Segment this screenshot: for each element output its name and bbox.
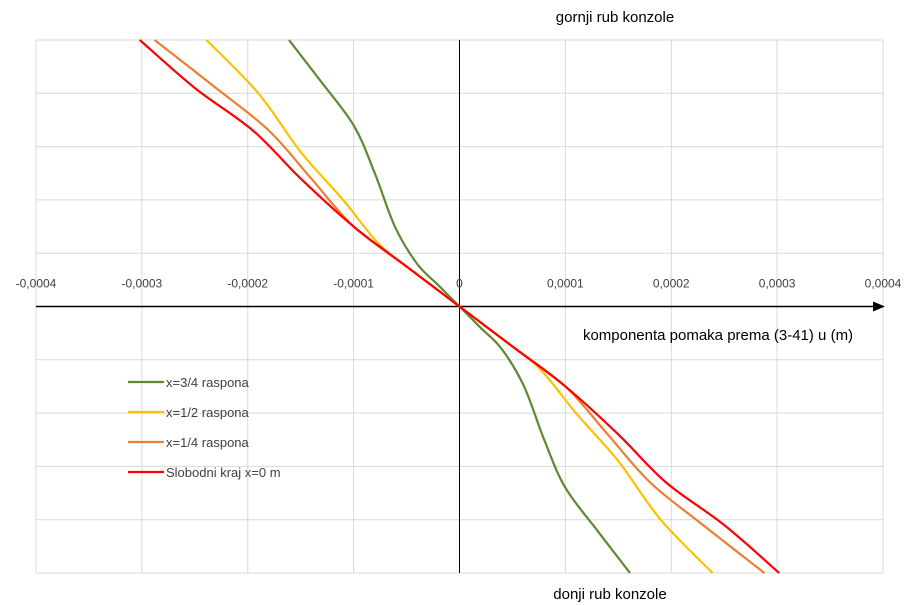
x-tick-label: -0,0002 [227, 277, 268, 291]
x-tick-label: 0,0001 [547, 277, 584, 291]
x-axis-arrow-icon [873, 301, 885, 312]
x-tick-label: 0,0004 [865, 277, 902, 291]
bottom-edge-annotation: donji rub konzole [553, 586, 666, 603]
legend-label: x=1/4 raspona [166, 435, 250, 450]
legend: x=3/4 raspona x=1/2 raspona x=1/4 raspona S… [128, 375, 281, 480]
x-tick-labels: -0,0004 -0,0003 -0,0002 -0,0001 0 0,0001 0,000… [16, 277, 902, 291]
x-tick-label: -0,0003 [122, 277, 163, 291]
series-line [139, 39, 780, 574]
legend-label: Slobodni kraj x=0 m [166, 465, 281, 480]
x-tick-label: 0,0002 [653, 277, 690, 291]
x-tick-label: 0,0003 [759, 277, 796, 291]
x-tick-label: 0 [456, 277, 463, 291]
x-axis-title: komponenta pomaka prema (3-41) u (m) [583, 327, 853, 344]
top-edge-annotation: gornji rub konzole [556, 9, 674, 26]
series-lines [139, 39, 780, 574]
legend-label: x=1/2 raspona [166, 405, 250, 420]
x-tick-label: -0,0004 [16, 277, 57, 291]
legend-label: x=3/4 raspona [166, 375, 250, 390]
x-tick-label: -0,0001 [333, 277, 374, 291]
